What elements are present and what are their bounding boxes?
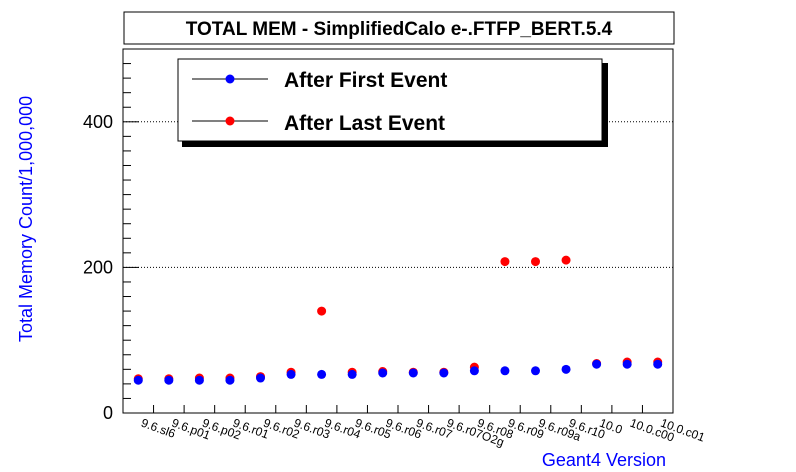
legend-label-last: After Last Event bbox=[284, 112, 445, 135]
point-after-first-event bbox=[164, 375, 174, 385]
point-after-first-event bbox=[256, 373, 265, 383]
legend: After First Event After Last Event bbox=[177, 58, 608, 147]
point-after-first-event bbox=[286, 369, 296, 379]
y-tick-label: 0 bbox=[103, 403, 113, 423]
point-after-first-event bbox=[469, 366, 479, 376]
legend-marker-first bbox=[225, 74, 235, 84]
point-after-first-event bbox=[622, 359, 632, 369]
point-after-last-event bbox=[561, 255, 571, 265]
point-after-first-event bbox=[378, 368, 388, 378]
point-after-last-event bbox=[500, 257, 510, 267]
point-after-last-event bbox=[317, 306, 327, 316]
point-after-first-event bbox=[592, 359, 602, 369]
point-after-first-event bbox=[408, 368, 418, 378]
point-after-first-event bbox=[194, 375, 204, 385]
title-box: TOTAL MEM - SimplifiedCalo e-.FTFP_BERT.… bbox=[123, 11, 675, 45]
chart-title: TOTAL MEM - SimplifiedCalo e-.FTFP_BERT.… bbox=[186, 19, 613, 40]
legend-marker-last bbox=[225, 116, 235, 126]
data-points bbox=[133, 255, 663, 385]
y-tick-label: 400 bbox=[83, 112, 113, 132]
point-after-first-event bbox=[653, 359, 663, 369]
point-after-first-event bbox=[133, 375, 143, 385]
point-after-first-event bbox=[561, 364, 571, 374]
y-tick-label: 200 bbox=[83, 257, 113, 277]
point-after-first-event bbox=[439, 368, 449, 378]
y-axis-title: Total Memory Count/1,000,000 bbox=[16, 96, 36, 342]
point-after-last-event bbox=[531, 257, 540, 267]
point-after-first-event bbox=[347, 369, 357, 379]
point-after-first-event bbox=[531, 366, 540, 376]
point-after-first-event bbox=[500, 366, 510, 376]
legend-label-first: After First Event bbox=[284, 69, 447, 92]
point-after-first-event bbox=[317, 369, 327, 379]
point-after-first-event bbox=[225, 375, 235, 385]
x-axis-title: Geant4 Version bbox=[542, 450, 666, 470]
